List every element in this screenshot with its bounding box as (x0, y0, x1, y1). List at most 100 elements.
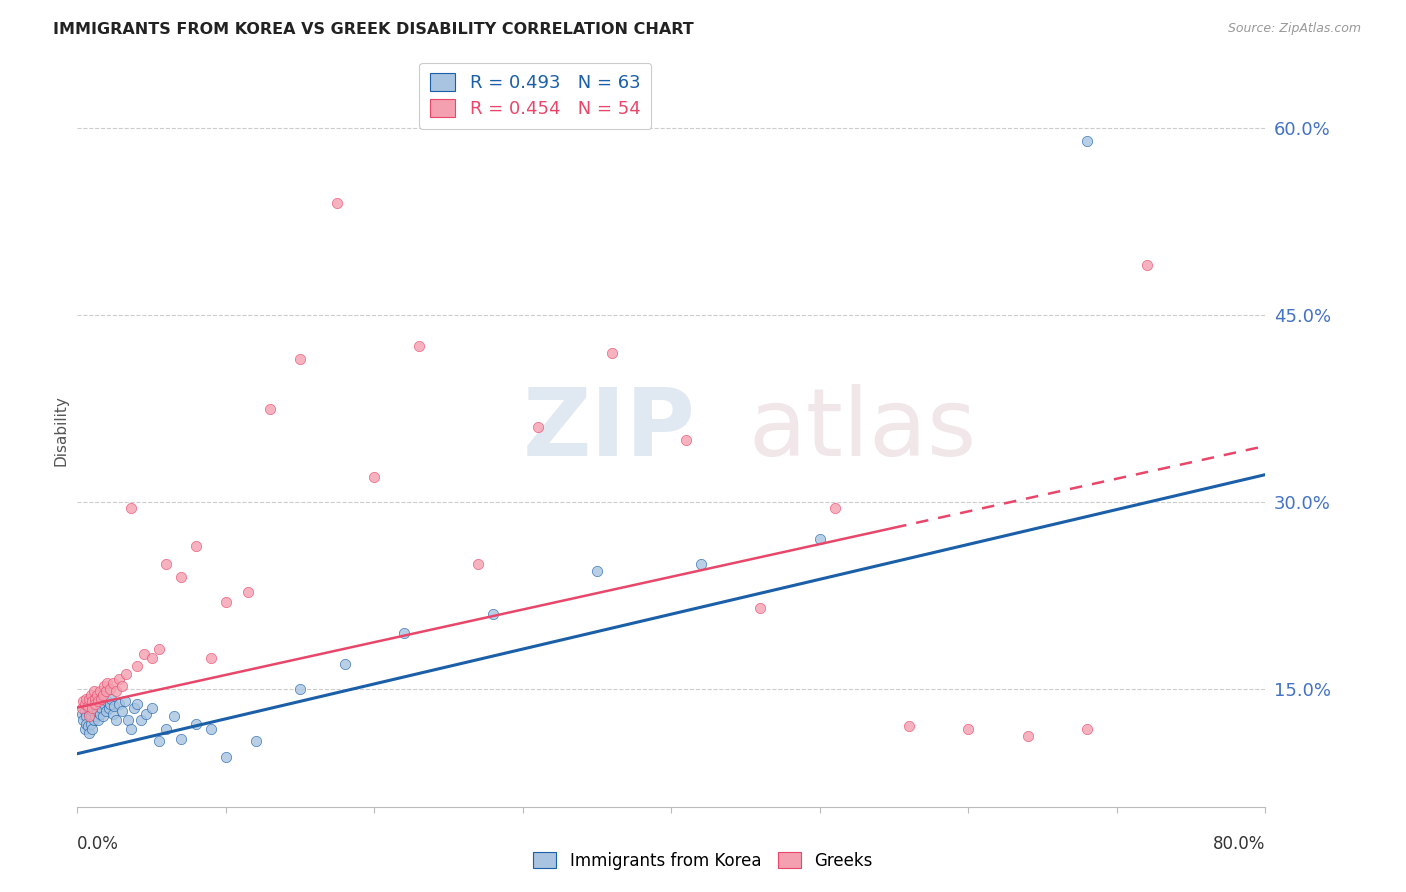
Point (91, 709, 114, 723)
Point (148, 642, 170, 657)
Point (77, 691, 100, 706)
Point (89, 684, 111, 698)
Point (98, 681, 121, 696)
Point (73, 697, 96, 711)
Point (170, 570, 193, 584)
Point (134, 647, 156, 661)
Point (122, 700, 145, 714)
Point (80, 688, 103, 702)
Point (103, 699, 125, 714)
Point (80, 697, 103, 711)
Point (117, 713, 139, 727)
Point (76, 700, 98, 714)
Point (135, 706, 157, 721)
Point (215, 595, 238, 609)
Point (84, 697, 107, 711)
Point (111, 704, 134, 718)
Point (82, 700, 104, 714)
Point (84, 709, 107, 723)
Point (186, 716, 208, 731)
Point (97, 700, 120, 714)
Point (80, 709, 103, 723)
Text: Source: ZipAtlas.com: Source: ZipAtlas.com (1227, 22, 1361, 36)
Point (96, 694, 118, 708)
Point (75, 691, 97, 706)
Point (200, 650, 222, 665)
Point (94, 704, 117, 718)
Point (163, 709, 186, 723)
Point (749, 601, 772, 615)
Point (82, 694, 104, 708)
Legend: R = 0.493   N = 63, R = 0.454   N = 54: R = 0.493 N = 63, R = 0.454 N = 54 (419, 62, 651, 129)
Point (70, 706, 93, 721)
Point (87, 713, 110, 727)
Point (215, 750, 238, 764)
Point (82, 694, 104, 708)
Point (82, 722, 104, 736)
Point (586, 564, 609, 578)
Point (90, 700, 112, 714)
Point (87, 699, 110, 714)
Point (83, 713, 105, 727)
Point (108, 697, 131, 711)
Point (77, 706, 100, 721)
Point (90, 691, 112, 706)
Point (77, 709, 100, 723)
Point (170, 731, 193, 746)
Point (83, 684, 105, 698)
Point (75, 709, 97, 723)
Point (101, 675, 124, 690)
Point (104, 684, 127, 698)
Point (236, 584, 259, 599)
Point (86, 704, 108, 718)
Point (1076, 722, 1098, 736)
Point (70, 700, 93, 714)
Point (111, 680, 134, 694)
Point (898, 719, 921, 733)
Point (93, 697, 115, 711)
Point (86, 688, 108, 702)
Point (482, 607, 505, 622)
Point (675, 433, 697, 447)
Point (80, 716, 103, 731)
Point (120, 501, 142, 516)
Point (141, 700, 163, 714)
Point (1136, 258, 1159, 272)
Point (98, 697, 121, 711)
Point (115, 667, 138, 681)
Point (89, 706, 111, 721)
Point (87, 694, 110, 708)
Point (108, 672, 131, 686)
Point (326, 196, 349, 211)
Point (76, 719, 98, 733)
Point (83, 700, 105, 714)
Point (96, 675, 118, 690)
Point (72, 694, 94, 708)
Point (89, 694, 111, 708)
Point (526, 420, 548, 434)
Point (1076, 134, 1098, 148)
Point (82, 704, 104, 718)
Point (392, 625, 415, 640)
Point (288, 681, 311, 696)
Text: 0.0%: 0.0% (77, 835, 120, 853)
Text: 80.0%: 80.0% (1213, 835, 1265, 853)
Point (114, 694, 136, 708)
Point (120, 722, 142, 736)
Point (94, 684, 117, 698)
Y-axis label: Disability: Disability (53, 395, 69, 466)
Point (84, 691, 107, 706)
Point (86, 691, 108, 706)
Point (100, 691, 122, 706)
Point (200, 722, 222, 736)
Point (129, 713, 152, 727)
Point (155, 558, 177, 572)
Point (76, 699, 98, 714)
Point (148, 734, 170, 748)
Point (690, 558, 713, 572)
Point (363, 470, 385, 484)
Legend: Immigrants from Korea, Greeks: Immigrants from Korea, Greeks (526, 846, 880, 877)
Point (72, 713, 94, 727)
Point (408, 339, 430, 353)
Point (1017, 729, 1039, 743)
